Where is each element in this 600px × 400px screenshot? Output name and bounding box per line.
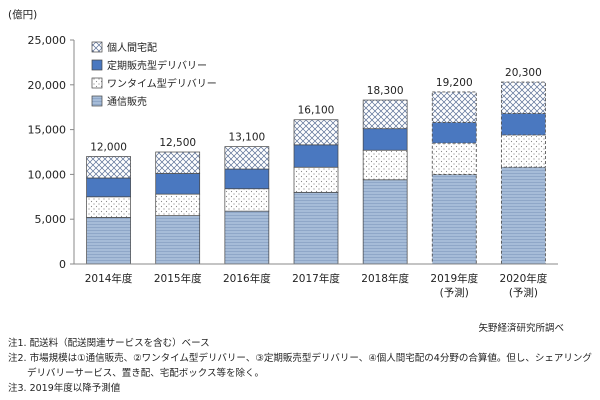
bar-total-label: 12,500 <box>159 137 196 149</box>
bar-segment <box>500 134 546 168</box>
bar-segment <box>86 196 131 218</box>
x-category-label: 2020年度 <box>500 272 548 285</box>
bar-segment <box>431 91 477 123</box>
y-tick-label: 10,000 <box>28 168 67 181</box>
source-note: 矢野経済研究所調べ <box>478 323 564 334</box>
legend-label: 定期販売型デリバリー <box>107 59 207 72</box>
bar-segment <box>362 179 408 265</box>
bar-segment <box>224 168 270 190</box>
legend-swatch <box>91 41 103 53</box>
y-tick-label: 15,000 <box>28 124 67 137</box>
bar-segment <box>86 217 131 265</box>
bar-segment <box>293 191 339 265</box>
y-tick-label: 25,000 <box>28 34 67 47</box>
bar-segment <box>224 146 270 170</box>
bars: 12,000 12,500 13,100 16,100 18,300 19,200 20,3… <box>86 67 546 265</box>
legend-swatch <box>91 77 103 89</box>
bar-total-label: 19,200 <box>436 77 473 89</box>
bar-segment <box>293 144 339 168</box>
notes: 注1. 配送料（配送関連サービスを含む）ベース 注2. 市場規模は①通信販売、②… <box>8 336 592 396</box>
y-axis-unit-label: (億円) <box>8 8 37 21</box>
legend-swatch <box>91 95 103 107</box>
x-category-label: 2017年度 <box>292 272 340 285</box>
bar-segment <box>293 119 339 146</box>
bar-segment <box>155 151 201 174</box>
bar-segment <box>155 193 201 216</box>
legend-label: 個人間宅配 <box>107 41 157 54</box>
bar-segment <box>86 177 131 198</box>
bar-segment <box>431 173 477 265</box>
bar-segment <box>224 210 270 265</box>
y-axis: 0 5,000 10,000 15,000 20,000 25,000 <box>28 34 75 271</box>
bar-total-label: 18,300 <box>367 85 404 97</box>
bar-total-label: 16,100 <box>298 105 335 117</box>
x-category-label: 2014年度 <box>85 272 133 285</box>
bar-segment <box>500 166 546 265</box>
bar-segment <box>86 156 131 179</box>
legend-label: ワンタイム型デリバリー <box>107 77 217 90</box>
note-1: 注1. 配送料（配送関連サービスを含む）ベース <box>8 338 210 349</box>
bar-segment <box>500 113 546 136</box>
bar-total-label: 20,300 <box>505 67 542 79</box>
x-category-sublabel: (予測) <box>440 286 469 299</box>
y-tick-label: 20,000 <box>28 79 67 92</box>
bar-segment <box>224 188 270 212</box>
x-category-label: 2015年度 <box>154 272 202 285</box>
x-category-label: 2018年度 <box>361 272 409 285</box>
bar-segment <box>362 128 408 151</box>
note-2-continued: デリバリーサービス、置き配、宅配ボックス等を除く。 <box>8 368 265 379</box>
x-category-sublabel: (予測) <box>509 286 538 299</box>
bar-total-label: 12,000 <box>90 141 127 153</box>
x-axis: 2014年度 2015年度 2016年度 2017年度 2018年度 2019年度(予測)… <box>74 263 558 299</box>
bar-segment <box>362 149 408 181</box>
y-tick-label: 0 <box>59 258 66 271</box>
bar-segment <box>362 99 408 130</box>
market-size-chart: (億円) 0 5,000 10,000 15,000 20,000 25,000 12,0… <box>8 8 558 299</box>
legend-label: 通信販売 <box>107 95 147 108</box>
bar-segment <box>500 81 546 114</box>
bar-segment <box>155 173 201 195</box>
bar-segment <box>155 215 201 265</box>
bar-total-label: 13,100 <box>228 132 265 144</box>
y-tick-label: 5,000 <box>35 213 67 226</box>
bar-segment <box>431 142 477 175</box>
legend-swatch <box>91 59 103 71</box>
note-2: 注2. 市場規模は①通信販売、②ワンタイム型デリバリー、③定期販売型デリバリー、… <box>8 353 592 364</box>
x-category-label: 2016年度 <box>223 272 271 285</box>
bar-segment <box>431 121 477 144</box>
note-3: 注3. 2019年度以降予測値 <box>8 383 121 394</box>
x-category-label: 2019年度 <box>430 272 478 285</box>
bar-segment <box>293 166 339 193</box>
